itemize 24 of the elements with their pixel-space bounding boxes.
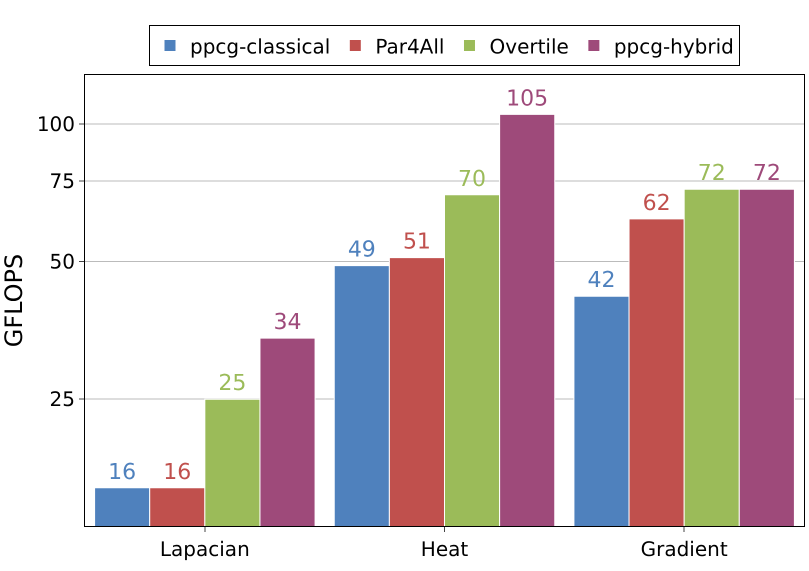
- data-label: 105: [506, 86, 548, 112]
- legend-label: Par4All: [375, 34, 444, 58]
- data-label: 72: [752, 161, 781, 186]
- y-tick-label: 25: [50, 387, 75, 412]
- data-label: 49: [348, 238, 376, 263]
- data-label: 51: [402, 230, 431, 255]
- legend-label: Overtile: [489, 34, 569, 58]
- x-tick-label: Gradient: [640, 537, 728, 561]
- y-tick-label: 50: [50, 250, 75, 274]
- data-label: 42: [587, 268, 616, 294]
- data-label: 70: [458, 166, 486, 192]
- y-tick-label: 75: [50, 169, 75, 194]
- x-tick-label: Lapacian: [160, 537, 250, 561]
- data-label: 72: [698, 161, 726, 186]
- legend-label: ppcg-hybrid: [614, 34, 734, 58]
- y-axis-title: GFLOPS: [0, 254, 28, 348]
- data-label: 34: [274, 310, 302, 336]
- data-label: 25: [218, 371, 246, 396]
- x-tick-label: Heat: [420, 537, 468, 561]
- legend-label: ppcg-classical: [190, 34, 330, 58]
- data-label: 16: [163, 460, 192, 485]
- data-label: 16: [108, 460, 136, 485]
- y-tick-label: 100: [36, 112, 75, 136]
- data-label: 62: [642, 190, 671, 216]
